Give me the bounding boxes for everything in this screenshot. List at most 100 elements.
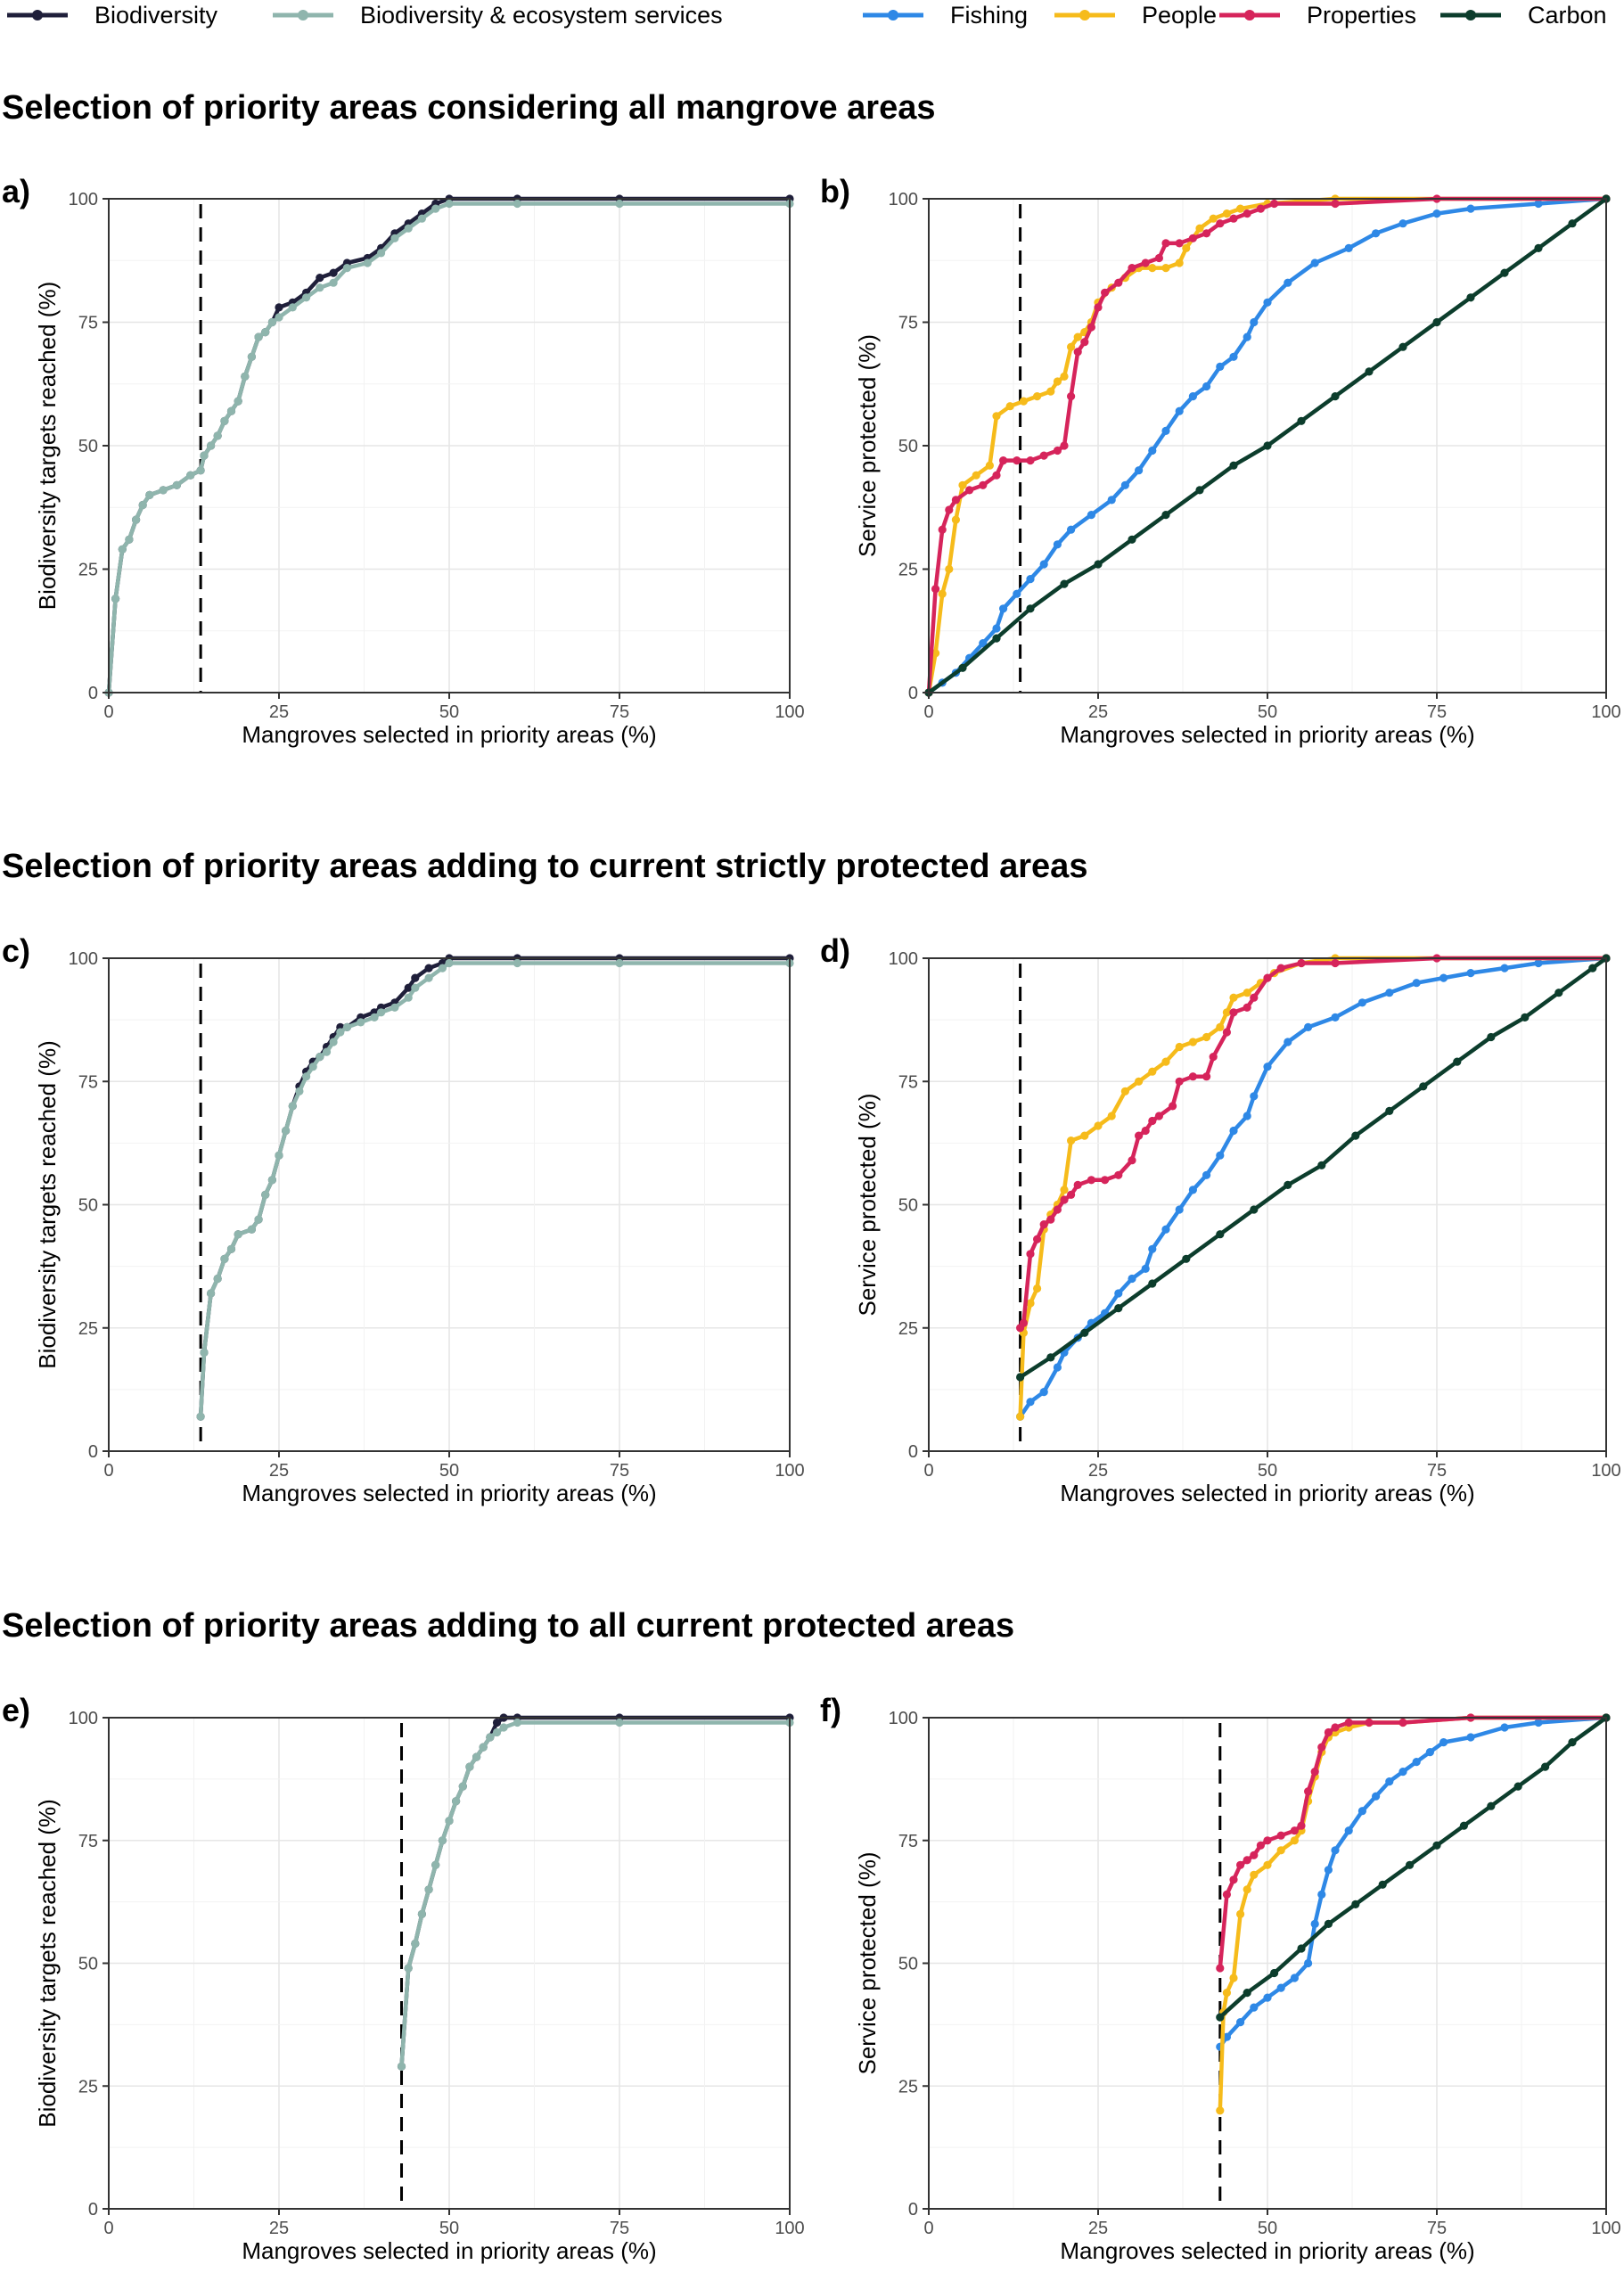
legend-label-people: People [1142, 2, 1217, 29]
panel-d-point-properties-3 [1033, 1235, 1042, 1243]
panel-c-point-biodiversity-and-ecosystem-services-15 [302, 1072, 311, 1081]
panel-a-point-biodiversity-22 [275, 303, 283, 312]
panel-e-point-biodiversity-and-ecosystem-services-17 [615, 1718, 624, 1727]
panel-d-point-fishing-8 [1114, 1289, 1123, 1298]
panel-f-point-properties-17 [1365, 1718, 1374, 1727]
panel-b-point-properties-13 [1060, 441, 1069, 450]
panel-b-point-people-3 [945, 564, 954, 574]
panel-f-point-people-7 [1263, 1860, 1272, 1869]
panel-b-point-fishing-19 [1188, 392, 1197, 401]
panel-f-point-properties-11 [1304, 1787, 1313, 1796]
panel-e-point-biodiversity-and-ecosystem-services-14 [492, 1727, 502, 1737]
panel-e-point-biodiversity-and-ecosystem-services-5 [431, 1860, 440, 1869]
panel-f-ytick-50: 50 [898, 1955, 918, 1974]
panel-d-point-fishing-24 [1357, 998, 1366, 1007]
panel-d-point-people-11 [1107, 1112, 1116, 1120]
panel-d-point-properties-24 [1229, 1008, 1238, 1017]
panel-b-point-carbon-19 [1568, 219, 1577, 228]
panel-d-point-people-7 [1060, 1186, 1069, 1194]
panel-d-point-carbon-9 [1317, 1161, 1326, 1169]
panel-f-point-properties-6 [1256, 1841, 1265, 1850]
panel-f-point-people-2 [1222, 1989, 1231, 1998]
panel-a-xtick-0: 0 [103, 702, 113, 722]
panel-c-ytick-75: 75 [78, 1072, 98, 1092]
panel-b-point-people-26 [1182, 243, 1191, 252]
panel-d-point-people-9 [1080, 1131, 1089, 1140]
panel-a-series-biodiversity-and-ecosystem-services [104, 199, 794, 697]
panel-d-point-people-0 [1016, 1412, 1025, 1421]
panel-b-point-fishing-33 [1534, 199, 1543, 209]
panel-b-point-properties-28 [1216, 219, 1225, 228]
panel-b-point-people-10 [1019, 397, 1028, 406]
panel-b-point-fishing-18 [1175, 406, 1184, 415]
panel-c-letter: c) [2, 932, 30, 969]
panel-b-point-fishing-30 [1398, 219, 1407, 228]
panel-e-point-biodiversity-and-ecosystem-services-0 [397, 2062, 406, 2071]
panel-f-point-fishing-11 [1331, 1846, 1340, 1855]
panel-f-point-properties-10 [1297, 1821, 1306, 1830]
panel-a-xtick-50: 50 [439, 702, 459, 722]
legend-label-properties: Properties [1307, 2, 1416, 29]
panel-d-point-carbon-8 [1284, 1180, 1292, 1189]
panel-a-point-biodiversity-and-ecosystem-services-36 [615, 199, 624, 209]
panel-f-point-properties-4 [1243, 1856, 1251, 1865]
panel-b-point-carbon-7 [1161, 511, 1170, 520]
panel-f-ytick-25: 25 [898, 2077, 918, 2097]
panel-d-point-people-14 [1148, 1067, 1157, 1076]
panel-b-point-people-15 [1067, 342, 1076, 351]
panel-d-point-properties-12 [1114, 1170, 1123, 1179]
panel-d-point-properties-18 [1169, 1102, 1177, 1111]
panel-a-point-biodiversity-and-ecosystem-services-35 [513, 199, 522, 209]
panel-b-point-fishing-14 [1120, 480, 1129, 489]
panel-b-point-people-29 [1222, 209, 1231, 218]
panel-b-point-properties-14 [1067, 392, 1076, 401]
panel-a-xtick-100: 100 [775, 702, 804, 722]
panel-f-point-fishing-17 [1412, 1758, 1421, 1767]
panel-b-point-properties-25 [1175, 239, 1184, 248]
panel-d-point-properties-8 [1067, 1190, 1076, 1199]
panel-d-point-properties-22 [1209, 1053, 1218, 1062]
panel-c-point-biodiversity-and-ecosystem-services-27 [411, 983, 420, 992]
panel-c-point-biodiversity-and-ecosystem-services-16 [308, 1063, 317, 1071]
panel-a: 00 25 25 50 50 75 75 100 100 Mangroves selected i… [2, 173, 805, 748]
panel-a-point-biodiversity-and-ecosystem-services-8 [172, 480, 181, 489]
panel-d-point-properties-16 [1148, 1116, 1157, 1126]
legend-label-fishing: Fishing [950, 2, 1028, 29]
panel-d-point-properties-5 [1046, 1215, 1055, 1224]
panel-f-point-fishing-4 [1263, 1993, 1272, 2002]
panel-b-point-people-1 [931, 649, 940, 658]
panel-a-point-biodiversity-and-ecosystem-services-23 [288, 303, 297, 312]
panel-d-point-properties-4 [1039, 1220, 1048, 1229]
panel-e-point-biodiversity-and-ecosystem-services-9 [458, 1782, 467, 1791]
panel-b-point-properties-32 [1270, 199, 1279, 209]
panel-b-point-carbon-12 [1331, 392, 1340, 401]
panel-f-point-properties-12 [1310, 1768, 1319, 1777]
panel-c-point-biodiversity-and-ecosystem-services-13 [288, 1102, 297, 1111]
panel-b-point-people-6 [972, 471, 980, 480]
panel-a-point-biodiversity-and-ecosystem-services-18 [247, 352, 256, 361]
panel-b-point-people-4 [951, 515, 960, 524]
panel-b-ylabel: Service protected (%) [854, 334, 881, 557]
panel-e-point-biodiversity-and-ecosystem-services-1 [404, 1964, 413, 1973]
panel-e-ytick-50: 50 [78, 1955, 98, 1974]
panel-b-point-fishing-5 [992, 624, 1001, 633]
panel-b-point-carbon-13 [1365, 367, 1374, 376]
panel-f-point-properties-16 [1344, 1718, 1353, 1727]
panel-a-point-biodiversity-and-ecosystem-services-13 [213, 431, 222, 440]
panel-d-xtick-25: 25 [1088, 1461, 1108, 1481]
panel-b-point-carbon-14 [1398, 342, 1407, 351]
legend-key-carbon [1440, 10, 1501, 21]
panel-f-point-properties-15 [1331, 1723, 1340, 1732]
panel-c-point-biodiversity-and-ecosystem-services-2 [207, 1289, 216, 1298]
panel-c-xtick-75: 75 [610, 1461, 629, 1481]
panel-d-point-carbon-6 [1216, 1230, 1225, 1239]
panel-e: 00 25 25 50 50 75 75 100 100 Mangroves selected i… [2, 1692, 805, 2264]
panel-a-point-biodiversity-and-ecosystem-services-25 [316, 283, 324, 292]
panel-b-point-properties-18 [1094, 303, 1103, 312]
panel-b-point-people-30 [1236, 204, 1245, 213]
panel-d-point-people-12 [1120, 1087, 1129, 1095]
panel-e-xtick-25: 25 [269, 2219, 289, 2238]
panel-f-point-carbon-8 [1432, 1841, 1441, 1850]
panel-a-point-biodiversity-and-ecosystem-services-22 [275, 313, 283, 322]
panel-d-point-fishing-14 [1188, 1186, 1197, 1194]
